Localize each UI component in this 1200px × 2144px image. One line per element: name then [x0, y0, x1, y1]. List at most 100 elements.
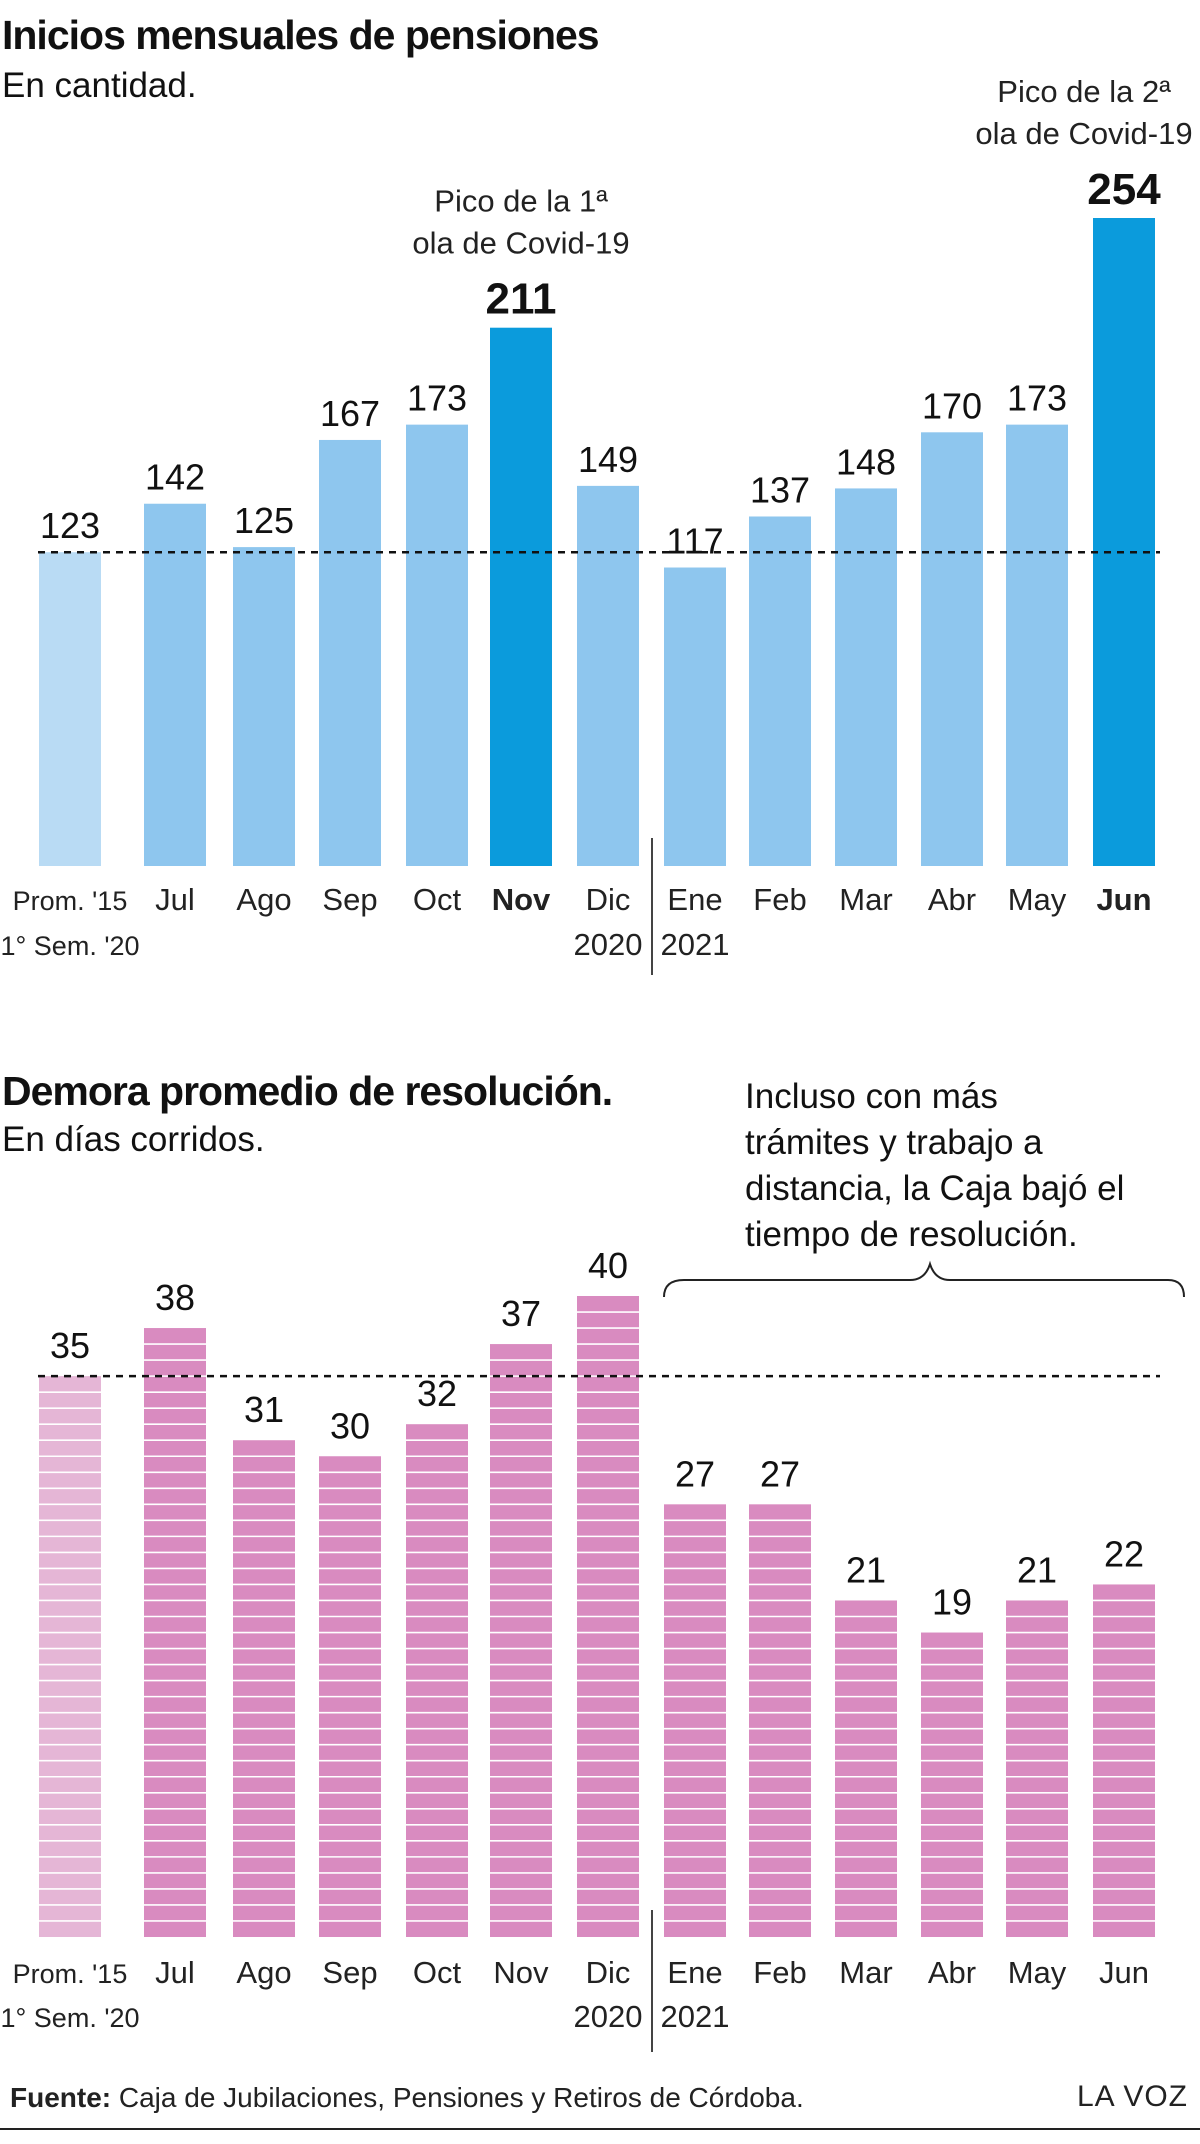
- chart1-tick-label: Abr: [928, 882, 976, 917]
- chart1-bar-nov: [490, 327, 552, 866]
- chart2-bar-dic: [577, 1296, 639, 1937]
- chart2-bar-jul: [144, 1328, 206, 1937]
- chart2-value-label: 27: [675, 1453, 715, 1494]
- chart2-tick-label: May: [1008, 1955, 1067, 1990]
- chart2-bar-fill: [233, 1440, 295, 1937]
- chart2-bar-prom15: [39, 1376, 101, 1937]
- chart2-tick-label: Sep: [322, 1955, 377, 1990]
- chart2-bar-nov: [490, 1344, 552, 1937]
- chart2-tick-label: Jul: [155, 1955, 195, 1990]
- chart1-value-label: 149: [578, 439, 638, 480]
- source-label: Fuente:: [10, 2082, 112, 2113]
- chart1-tick-label: Ago: [236, 882, 291, 917]
- chart2-value-label: 31: [244, 1389, 284, 1430]
- chart2-tick-label: Nov: [493, 1955, 549, 1990]
- chart1-bar-may: [1006, 424, 1068, 866]
- chart1-value-label: 148: [836, 441, 896, 482]
- chart1-annotation-line: Pico de la 2ª: [997, 74, 1171, 109]
- chart1-value-label: 117: [666, 521, 723, 562]
- chart2-bar-oct: [406, 1424, 468, 1937]
- chart2-bar-fill: [664, 1504, 726, 1937]
- chart2-tick-label: Feb: [753, 1955, 806, 1990]
- chart2-note-brace: [663, 1260, 1185, 1298]
- chart2-bar-fill: [835, 1600, 897, 1937]
- chart2-value-label: 32: [417, 1373, 457, 1414]
- chart2-tick-label: Jun: [1099, 1955, 1149, 1990]
- chart2-bar-fill: [39, 1376, 101, 1937]
- chart2-bar-abr: [921, 1632, 983, 1937]
- chart1-tick-label: Dic: [586, 882, 631, 917]
- chart1-bar-oct: [406, 424, 468, 866]
- chart2-value-label: 21: [846, 1549, 886, 1590]
- chart2-tick-label: Ago: [236, 1955, 291, 1990]
- brand-logo: LA VOZ: [1076, 2080, 1188, 2113]
- chart1-bar-sep: [319, 439, 381, 866]
- chart2-note-line: tiempo de resolución.: [745, 1215, 1078, 1254]
- source-text: Caja de Jubilaciones, Pensiones y Retiro…: [118, 2082, 804, 2113]
- chart2-subtitle: En días corridos.: [2, 1120, 265, 1159]
- source-footer: Fuente: Caja de Jubilaciones, Pensiones …: [10, 2082, 804, 2114]
- chart2-bar-ago: [233, 1440, 295, 1937]
- chart1-bar-dic: [577, 485, 639, 866]
- chart1-tick-sublabel: 2020: [574, 927, 643, 962]
- chart2-svg: 35 Prom. '15 1° Sem. '20 38 Jul 31 Ago 30 Sep 32 O…: [0, 1245, 1185, 2052]
- chart1-bar-abr: [921, 432, 983, 866]
- chart1-tick-sublabel: 1° Sem. '20: [0, 931, 139, 961]
- chart2-tick-sublabel: 2020: [574, 1999, 643, 2034]
- chart2-tick-label: Prom. '15: [13, 1959, 128, 1989]
- chart1-tick-label: Mar: [839, 882, 892, 917]
- chart2-tick-label: Oct: [413, 1955, 462, 1990]
- chart1-value-label: 211: [486, 275, 557, 324]
- chart1-tick-label: May: [1008, 882, 1067, 917]
- chart1-value-label: 173: [1007, 378, 1067, 419]
- chart2-value-label: 27: [760, 1453, 800, 1494]
- chart1-tick-label: Prom. '15: [13, 886, 128, 916]
- chart1-value-label: 125: [234, 500, 294, 541]
- chart1-tick-label: Nov: [492, 882, 551, 917]
- chart2-bar-fill: [1006, 1600, 1068, 1937]
- chart2-bar-mar: [835, 1600, 897, 1937]
- chart1-bar-prom15: [39, 552, 101, 866]
- chart2-value-label: 22: [1104, 1533, 1144, 1574]
- chart1-value-label: 254: [1087, 165, 1161, 214]
- chart1-bar-jun: [1093, 218, 1155, 866]
- chart1-bar-jul: [144, 503, 206, 866]
- chart1-value-label: 173: [407, 378, 467, 419]
- chart2-value-label: 40: [588, 1245, 628, 1286]
- chart2-bar-fill: [490, 1344, 552, 1937]
- chart1-tick-label: Jun: [1096, 882, 1151, 917]
- chart1-tick-label: Ene: [667, 882, 722, 917]
- chart1-bar-ago: [233, 547, 295, 866]
- chart1-bar-ene: [664, 567, 726, 866]
- chart1-annotation-line: ola de Covid-19: [975, 116, 1192, 151]
- chart2-bar-feb: [749, 1504, 811, 1937]
- chart1-title: Inicios mensuales de pensiones: [2, 12, 600, 58]
- chart2-note: Incluso con más trámites y trabajo a dis…: [745, 1074, 1185, 1258]
- chart2-bar-jun: [1093, 1584, 1155, 1937]
- footer-divider: [0, 2128, 1200, 2130]
- chart1-tick-label: Feb: [753, 882, 806, 917]
- chart2-value-label: 38: [155, 1277, 195, 1318]
- chart2-tick-label: Mar: [839, 1955, 892, 1990]
- chart1-value-label: 123: [40, 505, 100, 546]
- chart2-title: Demora promedio de resolución.: [2, 1068, 613, 1114]
- chart2-tick-label: Dic: [586, 1955, 631, 1990]
- chart2-bar-may: [1006, 1600, 1068, 1937]
- chart2-tick-sublabel: 1° Sem. '20: [0, 2003, 139, 2033]
- chart1-value-label: 170: [922, 385, 982, 426]
- chart1-tick-label: Oct: [413, 882, 462, 917]
- chart2-value-label: 19: [932, 1582, 972, 1623]
- chart1-subtitle: En cantidad.: [2, 66, 197, 105]
- chart1-tick-sublabel: 2021: [661, 927, 730, 962]
- chart1-value-label: 137: [750, 469, 810, 510]
- chart1-bar-feb: [749, 516, 811, 866]
- chart2-value-label: 21: [1017, 1549, 1057, 1590]
- chart2-bar-fill: [749, 1504, 811, 1937]
- chart1-tick-label: Sep: [322, 882, 377, 917]
- chart2-bar-sep: [319, 1456, 381, 1937]
- chart2-value-label: 35: [50, 1325, 90, 1366]
- chart1-annotation-line: Pico de la 1ª: [434, 184, 608, 219]
- chart1-tick-label: Jul: [155, 882, 195, 917]
- chart2-note-line: trámites y trabajo a: [745, 1123, 1043, 1162]
- chart2-bar-ene: [664, 1504, 726, 1937]
